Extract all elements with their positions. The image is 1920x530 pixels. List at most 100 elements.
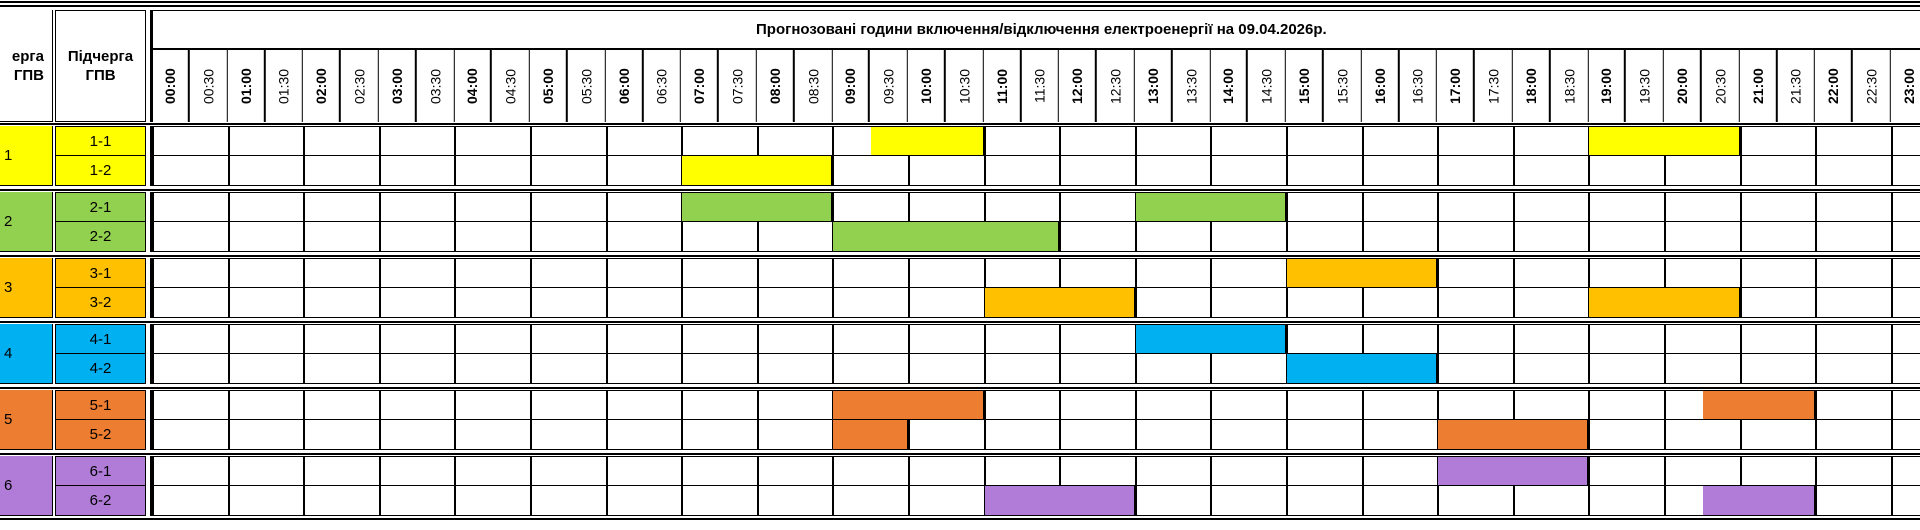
time-slot-0130: 01:30 [265,49,304,122]
schedule-cell [1437,456,1513,486]
queue-cell-3: 3 [0,258,53,318]
schedule-cell [454,354,530,384]
time-slot-1000: 10:00 [908,49,946,122]
time-slot-0330: 03:30 [416,49,455,122]
schedule-cell [1059,258,1135,288]
schedule-cell [681,324,757,354]
schedule-cell [1739,420,1816,450]
schedule-cell [1437,288,1513,318]
schedule-cell [1437,486,1513,516]
schedule-cell [681,456,757,486]
schedule-cell [1815,456,1891,486]
group-separator [0,189,1920,191]
queue-header-line1: ерга [11,47,44,65]
schedule-cell [454,126,530,156]
group-separator [0,321,1920,323]
group-separator [0,387,1920,389]
schedule-cell [681,420,757,450]
subqueue-cell-4-1: 4-1 [55,324,146,354]
schedule-cell [1739,126,1816,156]
schedule-cell [983,258,1060,288]
time-slot-1030: 10:30 [945,49,984,122]
schedule-cell [303,390,379,420]
schedule-cell [227,486,304,516]
time-slot-2300: 23:00 [1890,49,1920,122]
time-slot-0930: 09:30 [870,49,908,122]
schedule-cell [152,324,228,354]
schedule-cell [378,192,455,222]
subqueue-cell-2-1: 2-1 [55,192,146,222]
time-slot-0200: 02:00 [303,49,341,122]
schedule-cell [1059,156,1135,186]
schedule-cell [1361,486,1438,516]
schedule-cell [1588,192,1664,222]
schedule-cell [1664,156,1740,186]
schedule-cell [1815,258,1891,288]
time-slot-0400: 04:00 [454,49,493,122]
schedule-cell [303,288,379,318]
schedule-cell [1059,390,1135,420]
schedule-cell [303,486,379,516]
schedule-cell [1286,258,1362,288]
schedule-cell [908,456,984,486]
time-slot-1730: 17:30 [1475,49,1513,122]
schedule-cell [1664,486,1740,516]
schedule-cell [227,324,304,354]
schedule-cell [908,354,984,384]
schedule-cell [1588,126,1664,156]
time-slot-0100: 01:00 [227,49,266,122]
subqueue-header-line2: ГПВ [85,67,116,84]
schedule-cell [1815,222,1891,252]
schedule-cell [1134,192,1211,222]
schedule-cell [1512,222,1589,252]
schedule-cell [530,324,606,354]
schedule-cell [1739,456,1816,486]
table-border [150,258,153,318]
schedule-cell [152,192,228,222]
schedule-cell [605,456,682,486]
schedule-cell [378,354,455,384]
schedule-cell [227,192,304,222]
schedule-cell [1890,156,1920,186]
schedule-cell [1286,192,1362,222]
schedule-cell [832,486,908,516]
schedule-cell [605,324,682,354]
schedule-cell [1664,192,1740,222]
subqueue-cell-3-2: 3-2 [55,288,146,318]
schedule-cell [530,486,606,516]
schedule-cell [378,420,455,450]
schedule-cell [454,390,530,420]
schedule-cell [303,222,379,252]
schedule-cell [1134,354,1211,384]
time-slot-2030: 20:30 [1701,49,1740,122]
queue-cell-6: 6 [0,456,53,516]
time-slot-1430: 14:30 [1248,49,1286,122]
outage-block [1589,288,1740,317]
schedule-cell [530,354,606,384]
schedule-cell [378,390,455,420]
schedule-cell [1134,420,1211,450]
schedule-cell [227,258,304,288]
schedule-cell [1134,324,1211,354]
time-slot-0000: 00:00 [152,49,190,122]
schedule-cell [605,192,682,222]
schedule-cell [756,288,833,318]
time-slot-0630: 06:30 [643,49,682,122]
time-slot-0730: 07:30 [719,49,757,122]
schedule-cell [1134,288,1211,318]
time-slot-2000: 20:00 [1664,49,1702,122]
queue-cell-2: 2 [0,192,53,252]
schedule-cell [1588,420,1664,450]
schedule-cell [1059,456,1135,486]
schedule-cell [1286,456,1362,486]
subqueue-cell-1-1: 1-1 [55,126,146,156]
time-slot-0700: 07:00 [681,49,719,122]
time-slot-1100: 11:00 [983,49,1022,122]
schedule-cell [1890,456,1920,486]
schedule-cell [530,126,606,156]
schedule-cell [152,258,228,288]
time-slot-1330: 13:30 [1172,49,1211,122]
schedule-cell [227,456,304,486]
schedule-cell [1815,156,1891,186]
schedule-cell [530,156,606,186]
